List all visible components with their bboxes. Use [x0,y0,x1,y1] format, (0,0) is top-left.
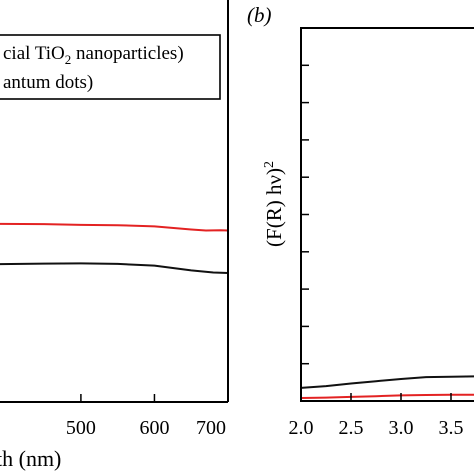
panel-b-x-tick-label: 2.0 [289,417,314,439]
panel-a-series-line-1 [0,222,229,232]
legend: cial TiO2 nanoparticles) antum dots) [0,34,221,100]
legend-entry-1: cial TiO2 nanoparticles) [3,43,184,67]
panel-b-x-ticks: 2.0 2.5 3.0 3.5 [289,393,464,439]
panel-a-series-line-2 [0,262,229,274]
panel-a-x-tick-label: 500 [66,417,96,439]
panel-a-x-axis-label: th (nm) [0,446,61,471]
panel-b-y-ticks [301,64,309,365]
panel-b: (b) (F(R) hν)2 2.0 2.5 3.0 3.5 [247,3,474,439]
panel-a-series [0,222,229,274]
panel-b-y-axis-label: (F(R) hν)2 [262,161,286,247]
panel-a-x-ticks: 500 600 700 [66,394,229,439]
panel-a-x-tick-label: 700 [196,417,226,439]
panel-b-label: (b) [247,3,272,27]
legend-entry-2: antum dots) [3,72,93,93]
panel-b-series-line-2 [300,393,474,399]
panel-b-x-tick-label: 2.5 [339,417,364,439]
panel-b-x-tick-label: 3.5 [439,417,464,439]
panel-b-series-line-1 [300,375,474,389]
panel-a: 500 600 700 th (nm) cial TiO2 nanoparticle… [0,0,229,471]
panel-b-series [300,375,474,399]
panel-b-x-tick-label: 3.0 [389,417,414,439]
panel-a-x-tick-label: 600 [139,417,169,439]
legend-box [0,34,221,100]
